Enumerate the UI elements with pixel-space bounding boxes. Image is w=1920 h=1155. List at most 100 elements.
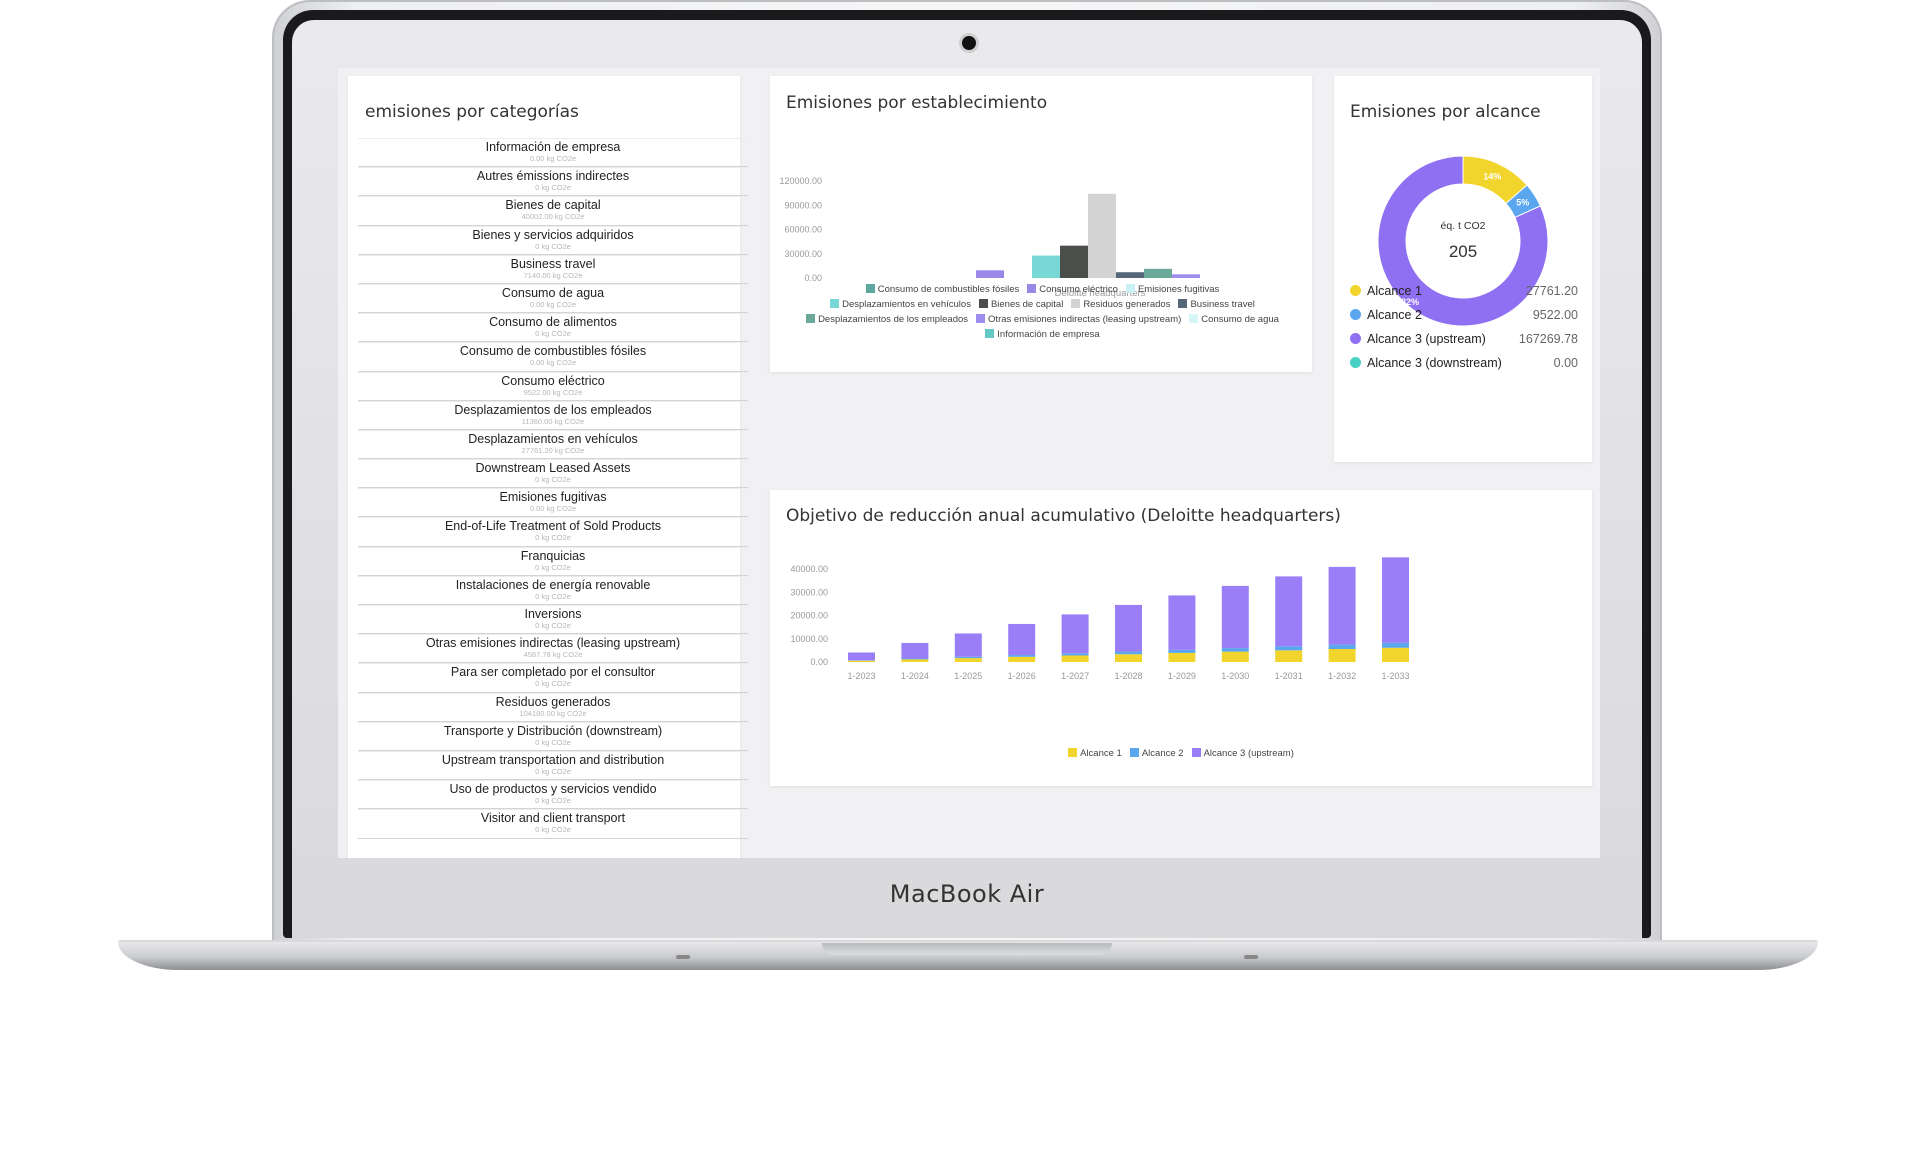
category-value: 0 kg CO2e: [535, 766, 571, 776]
bar-segment: [954, 656, 982, 659]
bar-segment: [1382, 647, 1409, 662]
bar-segment: [901, 658, 929, 660]
legend-item[interactable]: Bienes de capital: [978, 297, 1063, 312]
bar-segment: [1168, 595, 1196, 650]
scope-legend-row[interactable]: Alcance 2 9522.00: [1350, 308, 1578, 322]
bar-segment: [1168, 652, 1196, 662]
category-value: 0 kg CO2e: [535, 533, 571, 543]
bar-segment: [1061, 614, 1089, 654]
category-value: 0 kg CO2e: [535, 737, 571, 747]
category-value: 7140.00 kg CO2e: [523, 270, 583, 280]
legend-item[interactable]: Consumo de combustibles fósiles: [865, 282, 1020, 297]
bar-segment: [1061, 653, 1089, 656]
legend-item[interactable]: Desplazamientos de los empleados: [806, 312, 968, 327]
category-name: Inversions: [524, 607, 582, 621]
category-value: 4587.78 kg CO2e: [523, 650, 583, 660]
laptop-foot: [1244, 955, 1258, 959]
x-tick-label: 1-2024: [901, 671, 929, 681]
legend-swatch: [976, 314, 986, 323]
category-row: Upstream transportation and distribution…: [358, 750, 748, 781]
category-value: 0 kg CO2e: [535, 825, 571, 835]
category-value: 40002.00 kg CO2e: [521, 212, 585, 222]
category-name: Información de empresa: [485, 140, 621, 154]
scope-legend-row[interactable]: Alcance 3 (upstream) 167269.78: [1350, 332, 1578, 346]
category-name: Transporte y Distribución (downstream): [443, 723, 663, 738]
bar: [1144, 268, 1172, 278]
category-value: 0.00 kg CO2e: [529, 154, 577, 163]
legend-label: Consumo de combustibles fósiles: [877, 284, 1020, 295]
y-tick-label: 50000.00: [790, 550, 828, 551]
category-row: Bienes y servicios adquiridos 0 kg CO2e: [358, 225, 748, 255]
x-tick-label: 1-2029: [1168, 671, 1196, 681]
category-value: 0 kg CO2e: [535, 796, 571, 806]
category-name: Residuos generados: [495, 694, 611, 709]
establishment-title: Emisiones por establecimiento: [786, 93, 1048, 113]
bar-segment: [1221, 651, 1249, 662]
category-value: 27761.20 kg CO2e: [521, 445, 585, 455]
category-value: 0 kg CO2e: [535, 475, 571, 485]
y-tick-label: 30000.00: [790, 587, 828, 597]
category-name: Consumo eléctrico: [501, 373, 605, 388]
category-row: Visitor and client transport 0 kg CO2e: [358, 809, 748, 839]
legend-label: Consumo eléctrico: [1039, 284, 1118, 295]
scope-legend-row[interactable]: Alcance 1 27761.20: [1350, 284, 1578, 298]
x-tick-label: 1-2025: [954, 671, 982, 681]
legend-item[interactable]: Emisiones fugitivas: [1125, 282, 1219, 297]
scope-dot: [1350, 309, 1361, 320]
legend-label: Business travel: [1190, 299, 1255, 310]
legend-item[interactable]: Alcance 2: [1129, 746, 1184, 761]
category-name: Consumo de alimentos: [489, 315, 617, 330]
scope-name: Alcance 3 (downstream): [1367, 356, 1502, 370]
category-row: Business travel 7140.00 kg CO2e: [358, 254, 748, 284]
scope-title: Emisiones por alcance: [1350, 102, 1541, 122]
legend-item[interactable]: Consumo de agua: [1189, 312, 1279, 327]
category-row: Consumo de agua 0.00 kg CO2e: [358, 283, 748, 314]
y-tick-label: 60000.00: [784, 225, 822, 235]
x-tick-label: 1-2033: [1381, 671, 1409, 681]
category-value: 0.00 kg CO2e: [529, 299, 577, 309]
legend-label: Información de empresa: [997, 329, 1100, 340]
legend-item[interactable]: Consumo eléctrico: [1027, 282, 1118, 297]
donut-slice-label: 14%: [1483, 171, 1501, 181]
category-value: 0 kg CO2e: [535, 329, 571, 339]
scope-value: 0.00: [1553, 356, 1578, 370]
category-value: 0.00 kg CO2e: [529, 504, 577, 514]
category-row: Otras emisiones indirectas (leasing upst…: [358, 634, 748, 664]
donut-slice-label: 82%: [1401, 297, 1419, 307]
x-tick-label: 1-2028: [1114, 671, 1142, 681]
bar-segment: [901, 642, 929, 659]
bar-segment: [1328, 649, 1356, 662]
legend-label: Alcance 1: [1080, 748, 1122, 759]
category-name: Upstream transportation and distribution: [441, 752, 665, 767]
legend-item[interactable]: Alcance 3 (upstream): [1191, 746, 1294, 761]
category-value: 0 kg CO2e: [535, 183, 571, 193]
bar-segment: [1382, 557, 1409, 643]
category-name: Consumo de combustibles fósiles: [459, 344, 647, 359]
donut-center-value: 205: [1449, 242, 1477, 261]
categories-list: Información de empresa 0.00 kg CO2e Autres…: [358, 138, 748, 839]
x-tick-label: 1-2032: [1328, 671, 1356, 681]
category-value: 0.00 kg CO2e: [529, 358, 577, 368]
legend-item[interactable]: Otras emisiones indirectas (leasing upst…: [976, 312, 1181, 327]
bar-segment: [1275, 646, 1303, 651]
y-tick-label: 120000.00: [779, 176, 822, 186]
legend-label: Consumo de agua: [1201, 314, 1279, 325]
device-brand: MacBook Air: [889, 880, 1045, 908]
categories-card: emisiones por categorías Información de …: [348, 76, 748, 858]
legend-item[interactable]: Información de empresa: [985, 327, 1100, 342]
legend-item[interactable]: Desplazamientos en vehículos: [830, 297, 971, 312]
legend-item[interactable]: Alcance 1: [1068, 746, 1122, 761]
lid-notch: [822, 943, 1112, 955]
scope-dot: [1350, 333, 1361, 344]
legend-item[interactable]: Business travel: [1178, 297, 1255, 312]
scope-name: Alcance 3 (upstream): [1367, 332, 1486, 346]
x-tick-label: 1-2030: [1221, 671, 1249, 681]
scope-legend-row[interactable]: Alcance 3 (downstream) 0.00: [1350, 356, 1578, 370]
legend-label: Alcance 3 (upstream): [1203, 748, 1294, 759]
reduction-card: Objetivo de reducción anual acumulativo …: [770, 490, 1592, 786]
category-row: End-of-Life Treatment of Sold Products 0 …: [358, 517, 748, 547]
category-name: Downstream Leased Assets: [475, 461, 631, 476]
legend-item[interactable]: Residuos generados: [1071, 297, 1170, 312]
bar: [1088, 193, 1116, 278]
scope-value: 9522.00: [1532, 308, 1578, 322]
